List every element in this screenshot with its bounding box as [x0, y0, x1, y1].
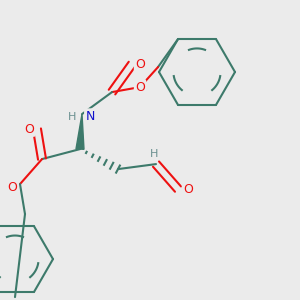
Text: N: N — [85, 110, 95, 123]
Polygon shape — [76, 114, 84, 149]
Text: O: O — [135, 58, 145, 70]
Text: O: O — [24, 123, 34, 136]
Text: O: O — [183, 183, 193, 196]
Text: H: H — [150, 149, 158, 159]
Text: O: O — [135, 81, 145, 94]
Text: H: H — [68, 112, 76, 122]
Text: O: O — [7, 181, 17, 194]
